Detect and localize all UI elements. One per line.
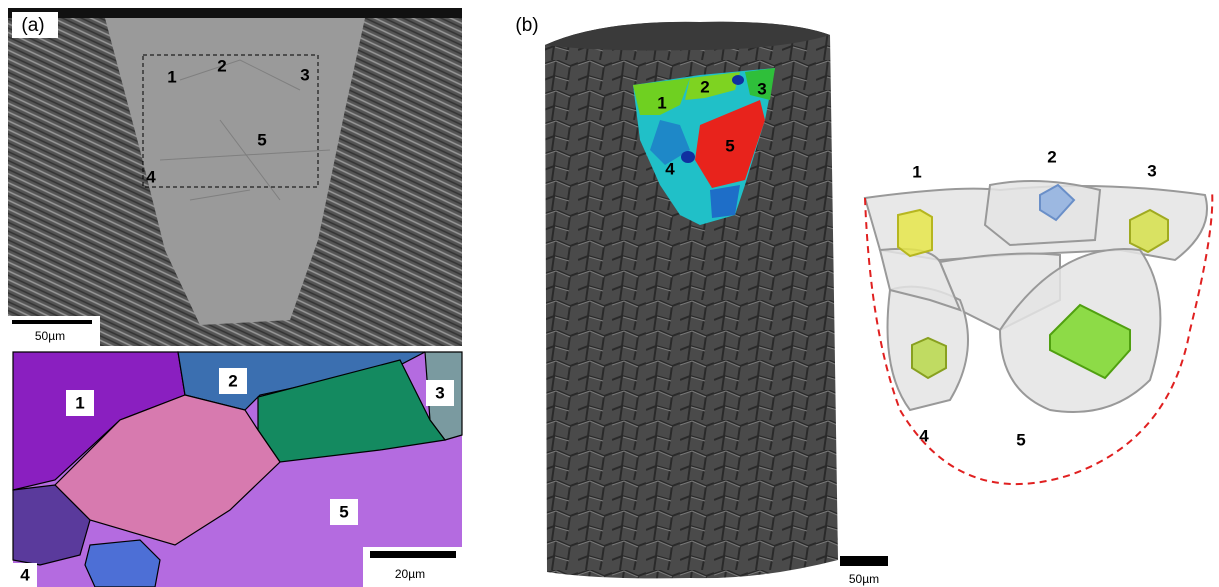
scale-bar [840, 556, 888, 566]
grain-label: 4 [146, 167, 156, 186]
grain-label: 2 [700, 77, 709, 96]
figure: (a) 1 2 3 5 4 50µm 1 2 3 5 4 20µm (b) [0, 0, 1219, 587]
grain-label: 3 [300, 65, 309, 84]
grain-label: 5 [725, 136, 734, 155]
grain-label: 5 [257, 130, 266, 149]
grain-label: 4 [20, 565, 30, 584]
grain-label: 5 [339, 502, 348, 521]
grain-label: 3 [435, 383, 444, 402]
scale-bar [370, 551, 456, 558]
grain-label: 1 [75, 393, 84, 412]
scale-bar-label: 50µm [849, 572, 879, 586]
grain-label: 4 [919, 426, 929, 445]
grain-label: 2 [228, 371, 237, 390]
grain-label: 1 [657, 93, 666, 112]
scale-bar-label: 20µm [395, 567, 425, 581]
sem-image [8, 8, 462, 346]
panel-label: (b) [515, 15, 538, 36]
grain-label: 3 [757, 79, 766, 98]
grain-label: 2 [217, 56, 226, 75]
scale-bar-label: 50µm [35, 329, 65, 343]
grain-label: 4 [665, 159, 675, 178]
grain-label: 2 [1047, 147, 1056, 166]
grain-label: 5 [1016, 430, 1025, 449]
grain-label: 1 [167, 67, 176, 86]
grain-label: 3 [1147, 161, 1156, 180]
panel-label: (a) [21, 15, 44, 36]
grains-3d [865, 181, 1207, 412]
grain-label: 1 [912, 162, 921, 181]
tomography-render [545, 22, 838, 579]
